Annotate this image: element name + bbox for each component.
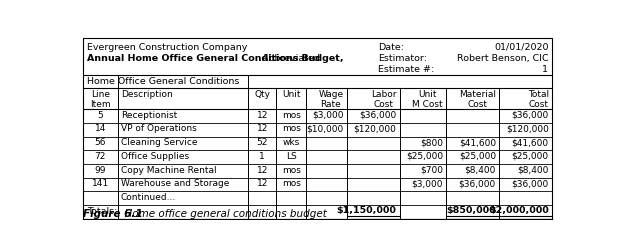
- Text: Labor
Cost: Labor Cost: [371, 90, 396, 109]
- Text: 141: 141: [92, 179, 109, 188]
- Text: $8,400: $8,400: [518, 165, 549, 175]
- Text: Cleaning Service: Cleaning Service: [121, 138, 197, 147]
- Text: Copy Machine Rental: Copy Machine Rental: [121, 165, 216, 175]
- Text: Estimate #:: Estimate #:: [378, 65, 434, 74]
- Text: Wage
Rate: Wage Rate: [318, 90, 343, 109]
- Text: $8,400: $8,400: [464, 165, 496, 175]
- Text: 12: 12: [257, 165, 268, 175]
- Text: Line
Item: Line Item: [90, 90, 111, 109]
- Text: Robert Benson, CIC: Robert Benson, CIC: [457, 54, 548, 63]
- Text: wks: wks: [283, 138, 300, 147]
- Text: Abbreviated: Abbreviated: [259, 54, 319, 63]
- Text: mos: mos: [282, 124, 301, 133]
- Text: Description: Description: [121, 90, 172, 99]
- Text: mos: mos: [282, 111, 301, 120]
- Text: $41,600: $41,600: [459, 138, 496, 147]
- Text: 12: 12: [257, 179, 268, 188]
- Text: $800: $800: [420, 138, 443, 147]
- Text: 1: 1: [259, 152, 265, 161]
- Text: Date:: Date:: [378, 43, 404, 52]
- Text: Warehouse and Storage: Warehouse and Storage: [121, 179, 229, 188]
- Text: 12: 12: [257, 111, 268, 120]
- Text: 99: 99: [95, 165, 106, 175]
- Text: mos: mos: [282, 179, 301, 188]
- Text: Totals:: Totals:: [87, 207, 117, 216]
- Text: $25,000: $25,000: [459, 152, 496, 161]
- Text: Receptionist: Receptionist: [121, 111, 177, 120]
- Text: 01/01/2020: 01/01/2020: [494, 43, 548, 52]
- Text: $36,000: $36,000: [512, 179, 549, 188]
- Text: Home Office General Conditions: Home Office General Conditions: [87, 77, 239, 86]
- Text: $120,000: $120,000: [353, 124, 396, 133]
- Text: LS: LS: [286, 152, 296, 161]
- Text: Office Supplies: Office Supplies: [121, 152, 189, 161]
- Text: VP of Operations: VP of Operations: [121, 124, 197, 133]
- Text: Figure 6.1: Figure 6.1: [83, 209, 143, 219]
- Text: 52: 52: [257, 138, 268, 147]
- Text: $41,600: $41,600: [512, 138, 549, 147]
- Text: $25,000: $25,000: [406, 152, 443, 161]
- Text: $36,000: $36,000: [459, 179, 496, 188]
- Text: Annual Home Office General Conditions Budget,: Annual Home Office General Conditions Bu…: [87, 54, 343, 63]
- Text: Continued...: Continued...: [121, 193, 176, 202]
- Text: $1,150,000: $1,150,000: [337, 206, 396, 215]
- Text: Unit: Unit: [282, 90, 301, 99]
- Text: $3,000: $3,000: [312, 111, 343, 120]
- Text: $36,000: $36,000: [512, 111, 549, 120]
- Text: 12: 12: [257, 124, 268, 133]
- Text: $25,000: $25,000: [512, 152, 549, 161]
- Text: $10,000: $10,000: [306, 124, 343, 133]
- Text: $2,000,000: $2,000,000: [489, 206, 549, 215]
- Text: 56: 56: [95, 138, 106, 147]
- Text: $850,000: $850,000: [446, 206, 496, 215]
- Text: Evergreen Construction Company: Evergreen Construction Company: [87, 43, 247, 52]
- Text: 5: 5: [97, 111, 104, 120]
- Text: $120,000: $120,000: [506, 124, 549, 133]
- Text: Qty: Qty: [254, 90, 270, 99]
- Text: mos: mos: [282, 165, 301, 175]
- Text: $36,000: $36,000: [359, 111, 396, 120]
- Text: Material
Cost: Material Cost: [459, 90, 496, 109]
- Text: $3,000: $3,000: [412, 179, 443, 188]
- Text: Unit
M Cost: Unit M Cost: [412, 90, 443, 109]
- Text: Total
Cost: Total Cost: [528, 90, 549, 109]
- Text: 14: 14: [95, 124, 106, 133]
- Text: Estimator:: Estimator:: [378, 54, 427, 63]
- Text: 72: 72: [95, 152, 106, 161]
- Text: 1: 1: [542, 65, 548, 74]
- Text: Home office general conditions budget: Home office general conditions budget: [118, 209, 327, 219]
- Text: $700: $700: [420, 165, 443, 175]
